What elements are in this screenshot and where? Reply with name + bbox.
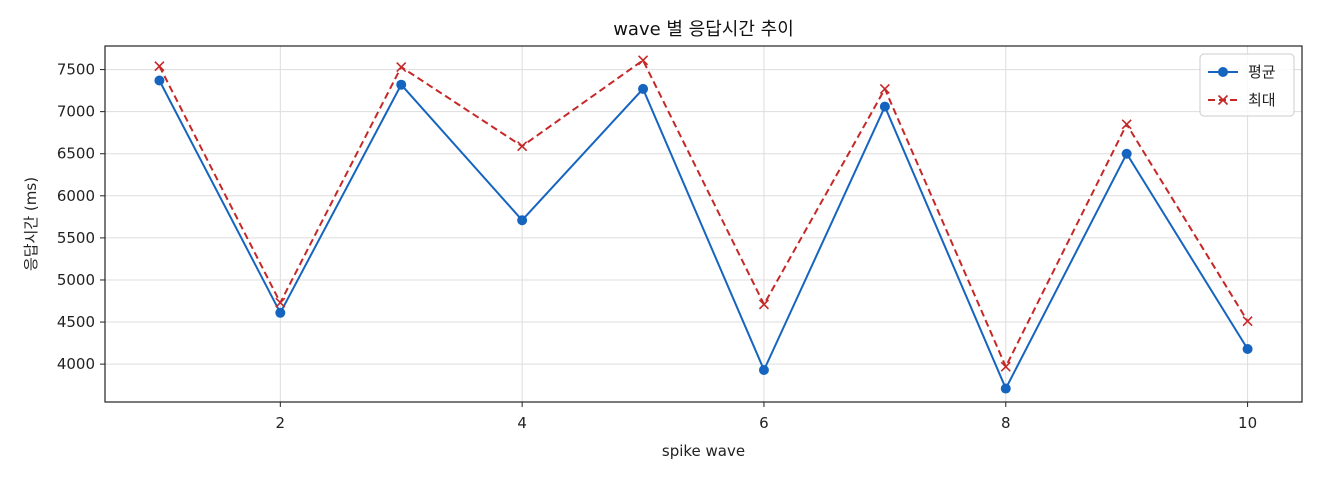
y-axis-label: 응답시간 (ms) bbox=[22, 177, 40, 271]
x-tick-label: 6 bbox=[759, 414, 769, 432]
data-point bbox=[1121, 119, 1132, 130]
ticks: 2 4 6 8 10 4000 4500 5000 5500 6000 6500 7000 7500 bbox=[57, 61, 1257, 432]
grid bbox=[105, 46, 1302, 402]
y-tick-label: 7000 bbox=[57, 103, 95, 121]
y-tick-label: 6000 bbox=[57, 187, 95, 205]
data-point bbox=[879, 83, 890, 94]
data-point bbox=[1121, 148, 1132, 159]
data-point bbox=[1000, 361, 1011, 372]
data-point bbox=[1242, 316, 1253, 327]
legend-item: 최대 bbox=[1208, 91, 1276, 109]
series-2 bbox=[154, 55, 1253, 372]
series-1 bbox=[154, 75, 1253, 394]
x-tick-label: 10 bbox=[1238, 414, 1257, 432]
data-point bbox=[1242, 343, 1253, 354]
chart-title: wave 별 응답시간 추이 bbox=[613, 19, 794, 40]
data-point bbox=[396, 61, 407, 73]
data-point bbox=[879, 101, 890, 112]
data-point bbox=[154, 75, 165, 86]
y-tick-label: 4000 bbox=[57, 355, 95, 373]
data-point bbox=[154, 61, 165, 72]
series-layer bbox=[154, 55, 1253, 394]
y-tick-label: 4500 bbox=[57, 313, 95, 331]
data-point bbox=[275, 307, 286, 318]
y-tick-label: 5000 bbox=[57, 271, 95, 289]
legend-marker bbox=[1218, 67, 1228, 77]
plot-frame bbox=[104, 45, 1303, 403]
data-point bbox=[758, 365, 769, 376]
data-point bbox=[517, 215, 528, 226]
data-point bbox=[517, 141, 528, 152]
data-point bbox=[758, 299, 770, 310]
y-tick-label: 7500 bbox=[57, 61, 95, 79]
legend-label: 최대 bbox=[1248, 91, 1276, 109]
legend-box bbox=[1199, 53, 1295, 117]
series-line bbox=[158, 59, 1249, 368]
legend-marker bbox=[1217, 94, 1229, 106]
x-tick-label: 2 bbox=[276, 414, 286, 432]
y-tick-label: 6500 bbox=[57, 145, 95, 163]
y-tick-label: 5500 bbox=[57, 229, 95, 247]
legend-item: 평균 bbox=[1208, 63, 1276, 81]
series-line bbox=[158, 80, 1249, 390]
legend-label: 평균 bbox=[1248, 63, 1276, 81]
x-axis-label: spike wave bbox=[662, 442, 745, 460]
x-tick-label: 8 bbox=[1001, 414, 1011, 432]
data-point bbox=[275, 297, 286, 308]
data-point bbox=[637, 55, 649, 66]
data-point bbox=[1000, 383, 1011, 394]
x-tick-label: 4 bbox=[517, 414, 527, 432]
data-point bbox=[396, 79, 407, 90]
data-point bbox=[638, 83, 649, 94]
